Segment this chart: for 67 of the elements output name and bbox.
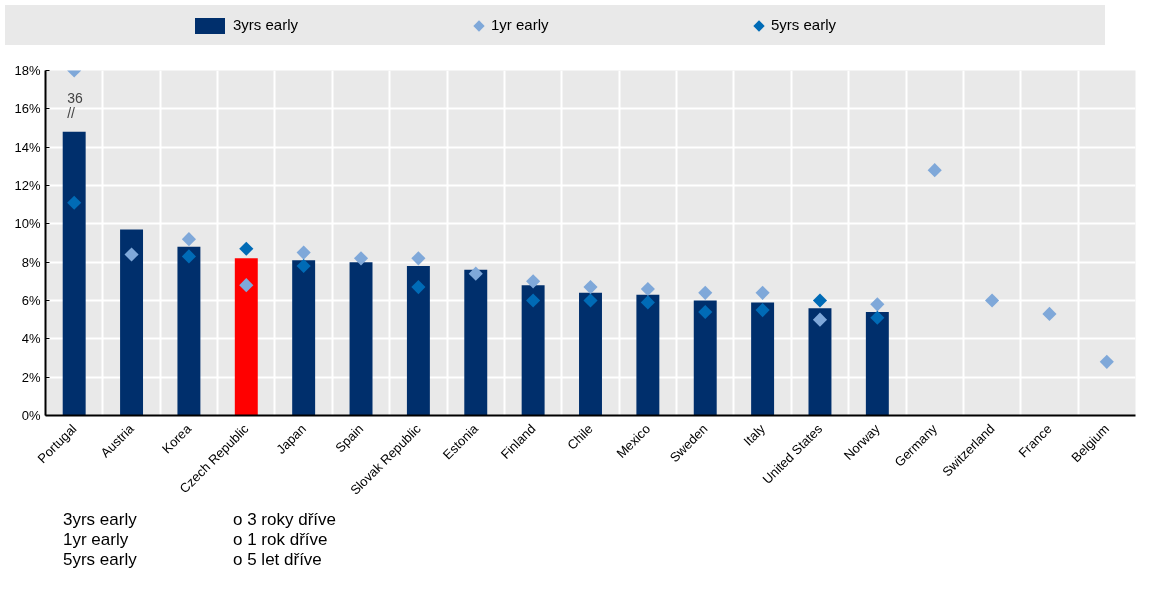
x-tick-label: Italy — [740, 420, 769, 449]
text: o 1 rok dříve — [233, 530, 329, 550]
bar — [464, 269, 488, 416]
point — [812, 312, 828, 327]
point — [583, 280, 598, 295]
bar — [865, 312, 889, 416]
legend-label: 1yr early — [490, 15, 550, 35]
legend-label: 3yrs early — [232, 15, 300, 35]
point — [67, 195, 82, 210]
bar — [120, 229, 144, 416]
bar — [406, 266, 430, 416]
point — [239, 278, 254, 293]
annotation: // — [67, 104, 76, 121]
point — [640, 281, 655, 297]
point — [583, 293, 598, 308]
bar — [234, 258, 258, 416]
y-tick-label: 8% — [21, 254, 41, 270]
text: o 5 let dříve — [233, 550, 323, 570]
y-tick-label: 18% — [14, 63, 41, 78]
annotation: 36 — [67, 89, 83, 106]
point — [181, 232, 196, 247]
point — [870, 297, 885, 312]
point — [353, 251, 369, 266]
point — [181, 249, 196, 264]
point — [1099, 354, 1114, 369]
point — [124, 247, 139, 262]
bar — [808, 308, 832, 416]
y-tick-label: 16% — [14, 101, 41, 117]
point — [927, 163, 942, 178]
y-tick-label: 2% — [21, 369, 41, 385]
point — [698, 285, 713, 300]
y-tick-label: 14% — [14, 139, 41, 155]
point — [755, 285, 770, 300]
y-tick-label: 0% — [21, 408, 41, 423]
point — [698, 304, 713, 320]
point — [411, 280, 426, 295]
y-tick-label: 4% — [21, 331, 41, 347]
bar — [579, 292, 602, 416]
bar — [521, 285, 545, 416]
point — [411, 251, 426, 266]
point — [239, 241, 254, 256]
point — [640, 295, 655, 310]
point — [985, 293, 1000, 308]
bar — [62, 131, 86, 416]
y-tick-label: 10% — [14, 216, 41, 232]
point — [526, 293, 541, 308]
point — [526, 274, 541, 289]
point — [755, 303, 770, 318]
bar — [292, 260, 316, 416]
text: 3yrs early — [63, 510, 138, 530]
point — [296, 245, 311, 260]
text: 5yrs early — [63, 550, 138, 570]
bar — [177, 246, 201, 416]
text: o 3 roky dříve — [233, 510, 337, 530]
bar — [636, 294, 660, 416]
bar — [693, 300, 717, 416]
legend-label: 5yrs early — [770, 15, 838, 35]
text: 1yr early — [63, 530, 130, 550]
bar — [751, 302, 775, 416]
point — [1042, 306, 1057, 321]
y-tick-label: 6% — [21, 293, 41, 308]
point — [468, 266, 483, 281]
bar — [349, 262, 373, 416]
point — [296, 258, 311, 274]
y-tick-label: 12% — [14, 178, 41, 193]
point — [812, 293, 828, 308]
point — [870, 310, 885, 325]
